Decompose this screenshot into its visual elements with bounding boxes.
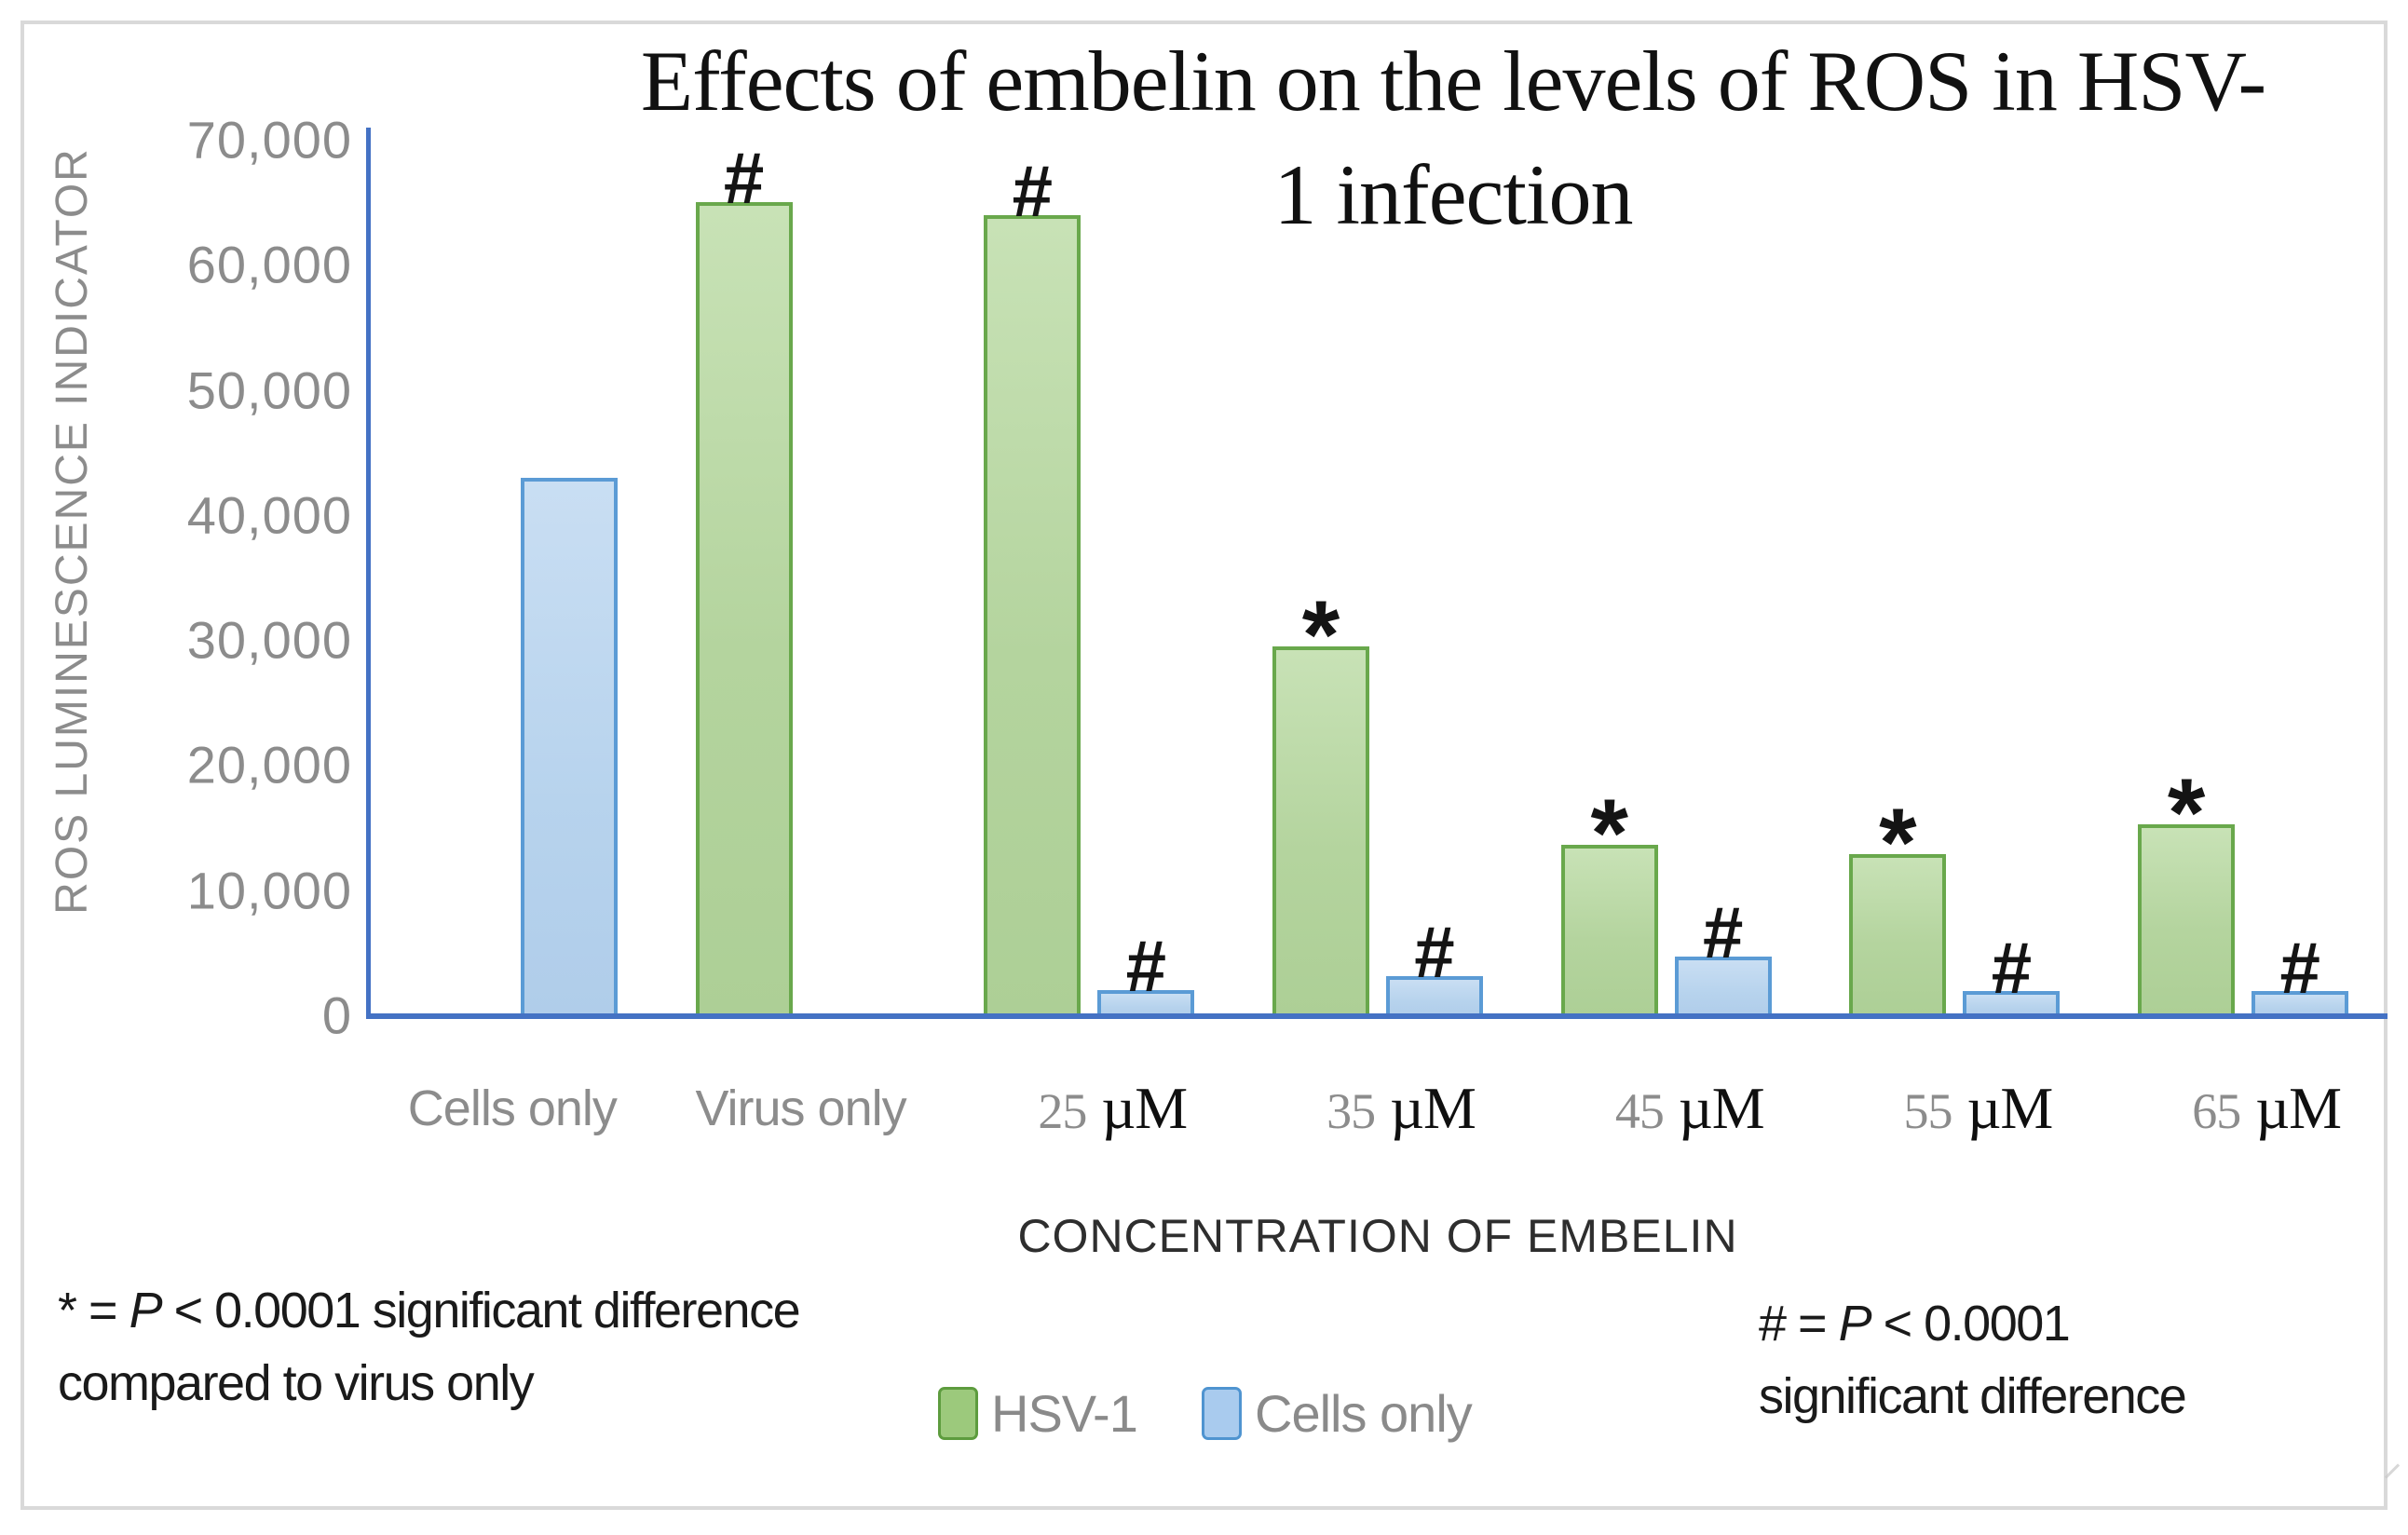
chart-title-line2: 1 infection — [1273, 147, 1634, 242]
hash-significance-marker: # — [1703, 890, 1744, 973]
bar-hsv1-65-µm — [2138, 823, 2236, 1019]
x-category-label: Virus only — [695, 1080, 907, 1136]
x-category-number: 55 — [1903, 1083, 1953, 1139]
legend-swatch-green-icon — [938, 1387, 978, 1440]
sig-note-hash-line1: # = P < 0.0001 — [1759, 1287, 2185, 1360]
sig-note-star-symbol: * = — [58, 1283, 129, 1338]
x-axis-title: CONCENTRATION OF EMBELIN — [1017, 1210, 1738, 1262]
sig-note-star-line2: compared to virus only — [58, 1355, 535, 1411]
y-tick-label: 30,000 — [186, 610, 352, 670]
y-tick-label: 0 — [321, 985, 352, 1045]
x-category-unit: µM — [1101, 1075, 1188, 1141]
y-tick-label: 20,000 — [186, 735, 352, 795]
x-category-number: 25 — [1038, 1083, 1087, 1139]
x-category-unit: µM — [1678, 1075, 1765, 1141]
legend-item-cells-only: Cells only — [1202, 1383, 1473, 1444]
x-category-unit: µM — [1966, 1075, 2054, 1141]
chart-title-line1: Effects of embelin on the levels of ROS … — [640, 34, 2266, 129]
y-axis-line — [366, 128, 371, 1019]
y-tick-label: 40,000 — [186, 485, 352, 545]
x-category-number: 65 — [2192, 1083, 2241, 1139]
x-category-label: 35 µM — [1326, 1071, 1476, 1148]
hash-significance-marker: # — [2279, 926, 2320, 1009]
y-tick-label: 10,000 — [186, 861, 352, 920]
x-category-label: Cells only — [407, 1080, 618, 1136]
hash-significance-marker: # — [723, 137, 765, 220]
sig-note-star-p: P — [129, 1283, 163, 1338]
y-tick-label: 70,000 — [186, 110, 352, 170]
star-significance-marker: * — [2167, 758, 2206, 867]
legend-label-cells-only: Cells only — [1255, 1384, 1473, 1443]
chart-frame — [20, 20, 2388, 1510]
x-category-label: 65 µM — [2192, 1071, 2342, 1148]
sig-note-hash-p: P — [1838, 1296, 1872, 1352]
bar-hsv1-35-µm — [1272, 645, 1369, 1019]
sig-note-hash-symbol: # = — [1759, 1296, 1839, 1352]
x-category-label: 45 µM — [1614, 1071, 1765, 1148]
legend-swatch-blue-icon — [1202, 1387, 1242, 1440]
chart-title: Effects of embelin on the levels of ROS … — [475, 24, 2408, 251]
sig-note-star: * = P < 0.0001 significant difference co… — [58, 1274, 801, 1420]
x-category-label: 55 µM — [1903, 1071, 2054, 1148]
bar-cells-only-35-µm — [1386, 976, 1483, 1019]
x-category-label: 25 µM — [1038, 1071, 1188, 1148]
hash-significance-marker: # — [1991, 926, 2033, 1009]
x-category-number: 45 — [1614, 1083, 1665, 1139]
sig-note-star-line1: * = P < 0.0001 significant difference — [58, 1274, 801, 1347]
legend-item-hsv1: HSV-1 — [938, 1383, 1138, 1444]
x-axis-line — [366, 1013, 2388, 1019]
sig-note-hash: # = P < 0.0001 significant difference — [1759, 1287, 2187, 1433]
bar-hsv1-25-µm — [984, 214, 1082, 1019]
bar-cells-only-cells-only — [520, 477, 618, 1019]
sig-note-hash-rest: < 0.0001 — [1871, 1296, 2071, 1352]
bar-cells-only-45-µm — [1674, 956, 1772, 1019]
legend-label-hsv1: HSV-1 — [991, 1384, 1138, 1443]
bar-hsv1-virus-only — [695, 202, 793, 1019]
hash-significance-marker: # — [1125, 925, 1166, 1008]
sig-note-hash-line2: significant difference — [1759, 1368, 2187, 1424]
star-significance-marker: * — [1879, 788, 1917, 897]
hash-significance-marker: # — [1414, 911, 1455, 994]
hash-significance-marker: # — [1012, 149, 1053, 232]
x-category-number: 35 — [1326, 1083, 1376, 1139]
bar-hsv1-55-µm — [1849, 853, 1947, 1019]
sig-note-star-rest: < 0.0001 significant difference — [161, 1283, 801, 1338]
x-category-unit: µM — [2255, 1075, 2342, 1141]
y-tick-label: 50,000 — [186, 360, 352, 420]
star-significance-marker: * — [1301, 580, 1340, 689]
star-significance-marker: * — [1590, 780, 1628, 889]
y-tick-label: 60,000 — [186, 235, 352, 294]
x-category-unit: µM — [1390, 1075, 1476, 1141]
